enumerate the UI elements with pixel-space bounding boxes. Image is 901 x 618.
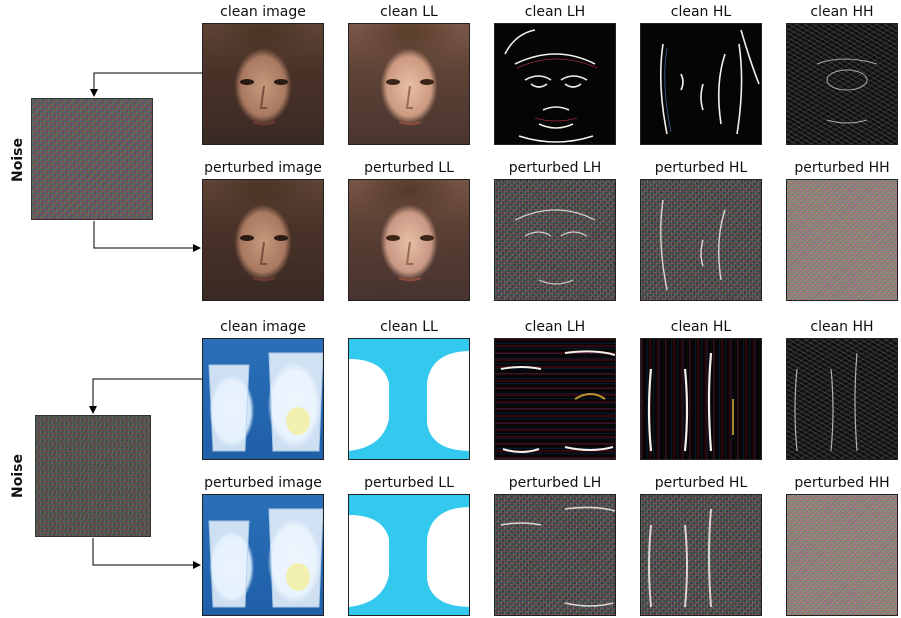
title-perturbed-hl-2: perturbed HL [654,475,748,491]
face-features [240,79,288,126]
perturbed-image-beaker [202,494,324,616]
hh-edges [816,58,878,124]
title-perturbed-hl-1: perturbed HL [654,160,748,176]
lh-edges [504,29,598,143]
hl-beaker-edges [647,352,734,452]
clean-hl-face [640,23,762,145]
title-clean-image-1: clean image [220,4,306,20]
clean-lh-face [494,23,616,145]
clean-hh-face [786,23,898,145]
face-features-p [240,235,288,282]
clean-hl-beaker [640,338,762,460]
arrow-clean-to-noise-1 [90,72,202,97]
hl-beaker-edges-p [648,508,712,608]
arrow-clean-to-noise-2 [89,378,202,414]
lh-beaker-edges [500,350,615,453]
clean-ll-face [348,23,470,145]
title-perturbed-ll-2: perturbed LL [364,475,454,491]
clean-image-beaker [202,338,324,460]
perturbed-lh-face [494,179,616,301]
perturbed-hh-face [786,179,898,301]
ll-beaker-shape [349,339,469,459]
title-perturbed-hh-2: perturbed HH [794,475,890,491]
title-clean-hh-2: clean HH [810,319,874,335]
arrow-noise-to-perturbed-1 [93,221,201,252]
title-clean-hh-1: clean HH [810,4,874,20]
perturbed-hh-beaker [786,494,898,616]
clean-ll-beaker [348,338,470,460]
title-clean-lh-1: clean LH [524,4,586,20]
perturbed-hl-face [640,179,762,301]
title-clean-image-2: clean image [220,319,306,335]
perturbed-hl-beaker [640,494,762,616]
title-clean-hl-1: clean HL [670,4,732,20]
noise-image-2 [35,415,151,537]
perturbed-ll-beaker [348,494,470,616]
clean-hh-beaker [786,338,898,460]
perturbed-ll-face [348,179,470,301]
title-perturbed-hh-1: perturbed HH [794,160,890,176]
noise-image-1 [31,98,153,220]
face-features-ll [386,79,434,126]
title-clean-lh-2: clean LH [524,319,586,335]
title-perturbed-lh-1: perturbed LH [508,160,602,176]
title-clean-ll-1: clean LL [380,4,438,20]
beaker-shapes [208,352,323,452]
lh-edges-p [514,209,596,285]
lh-beaker-edges-p [500,506,615,607]
title-clean-ll-2: clean LL [380,319,438,335]
hh-beaker-edges [794,352,858,452]
title-perturbed-lh-2: perturbed LH [508,475,602,491]
hl-edges-p [660,199,726,291]
face-features-ll-p [386,235,434,282]
arrow-noise-to-perturbed-2 [92,538,201,569]
perturbed-lh-beaker [494,494,616,616]
title-clean-hl-2: clean HL [670,319,732,335]
title-perturbed-image-2: perturbed image [204,475,322,491]
hl-edges [659,29,760,135]
beaker-shapes-p [208,508,323,608]
clean-lh-beaker [494,338,616,460]
clean-image-face [202,23,324,145]
title-perturbed-ll-1: perturbed LL [364,160,454,176]
ll-beaker-shape-p [349,495,469,615]
title-perturbed-image-1: perturbed image [204,160,322,176]
perturbed-image-face [202,179,324,301]
